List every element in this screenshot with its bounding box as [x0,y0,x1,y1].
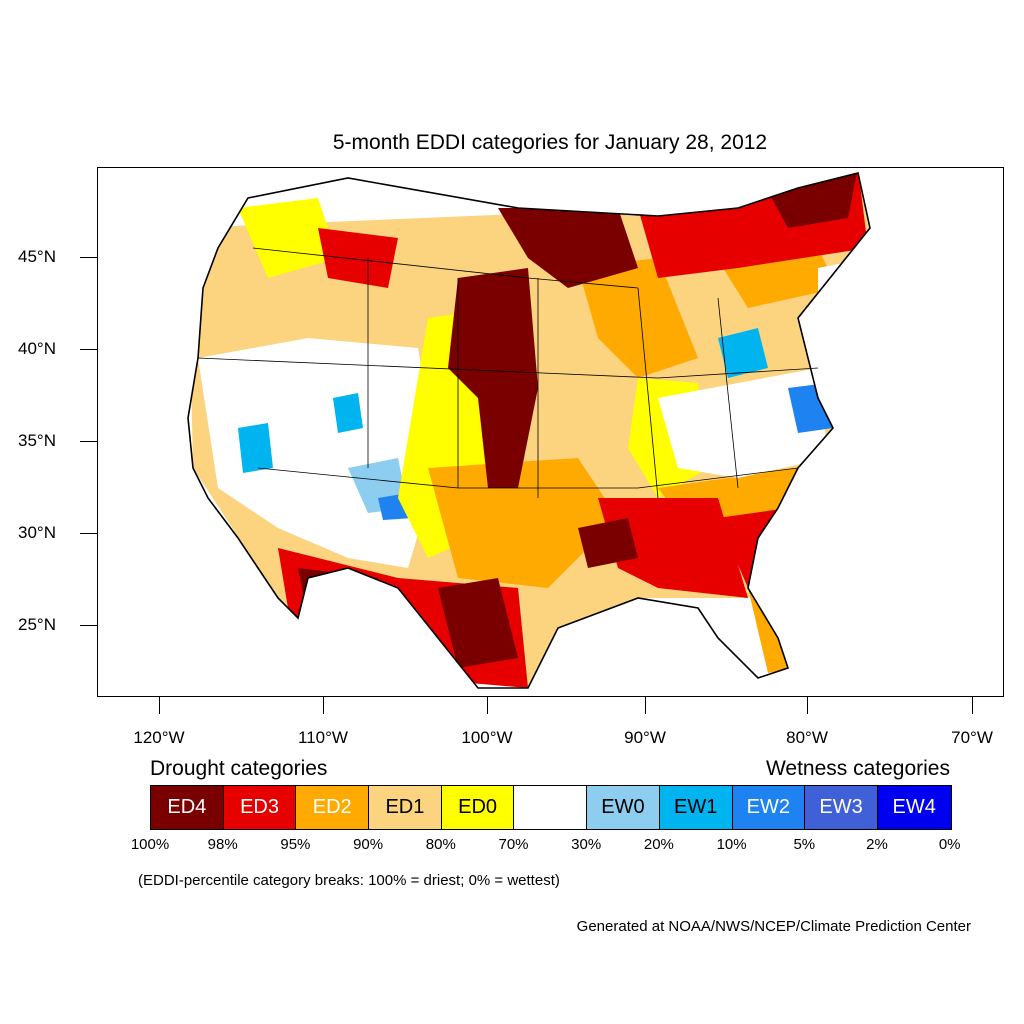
lat-label-25: 25°N [18,615,56,634]
country-outline [187,172,871,689]
lon-tick-110 [323,697,324,714]
lon-tick-70 [972,697,973,714]
legend-swatch-neutral [514,786,588,829]
drought-heading: Drought categories [150,757,328,780]
map-title: 5-month EDDI categories for January 28, … [332,131,768,154]
state-borders [197,247,819,499]
legend-swatch-ed1: ED1 [369,786,442,829]
lon-tick-120 [159,697,160,714]
eddi-shading [188,173,870,688]
legend-swatch-ed2: ED2 [296,786,370,829]
legend-swatch-ew2: EW2 [732,786,806,829]
break-label: 95% [280,836,311,853]
break-label: 100% [130,836,170,853]
lat-tick-25 [80,625,97,626]
break-label: 10% [716,836,747,853]
category-note: (EDDI-percentile category breaks: 100% =… [138,872,560,889]
legend-swatch-ew3: EW3 [805,786,878,829]
lon-label-70: 70°W [951,728,993,747]
lat-tick-30 [80,533,97,534]
lat-label-30: 30°N [18,523,56,542]
legend-swatch-ew0: EW0 [587,786,660,829]
legend-swatch-ew4: EW4 [877,786,951,829]
map-svg [187,172,871,689]
lat-label-35: 35°N [18,431,56,450]
break-label: 30% [571,836,602,853]
lon-tick-80 [807,697,808,714]
lon-tick-90 [645,697,646,714]
break-label: 0% [938,836,961,853]
lon-label-80: 80°W [786,728,828,747]
lat-tick-40 [80,349,97,350]
eddi-map [97,167,1004,697]
category-legend: ED4 ED3 ED2 ED1 ED0 EW0 EW1 EW2 EW3 EW4 [150,785,952,830]
break-label: 2% [866,836,888,853]
lat-label-45: 45°N [18,247,56,266]
break-label: 5% [793,836,816,853]
wetness-heading: Wetness categories [765,757,950,780]
break-label: 70% [498,836,529,853]
legend-swatch-ed4: ED4 [151,786,224,829]
lat-label-40: 40°N [18,339,56,358]
lon-label-120: 120°W [133,728,185,747]
legend-swatch-ed0: ED0 [441,786,515,829]
lon-tick-100 [487,697,488,714]
break-label: 90% [353,836,384,853]
lon-label-110: 110°W [298,728,348,747]
break-label: 80% [425,836,456,853]
lat-tick-35 [80,441,97,442]
break-label: 20% [643,836,674,853]
credit-text: Generated at NOAA/NWS/NCEP/Climate Predi… [576,918,971,935]
legend-swatch-ed3: ED3 [223,786,297,829]
lon-label-100: 100°W [461,728,513,747]
break-label: 98% [207,836,238,853]
lat-tick-45 [80,257,97,258]
lon-label-90: 90°W [624,728,666,747]
legend-swatch-ew1: EW1 [659,786,733,829]
